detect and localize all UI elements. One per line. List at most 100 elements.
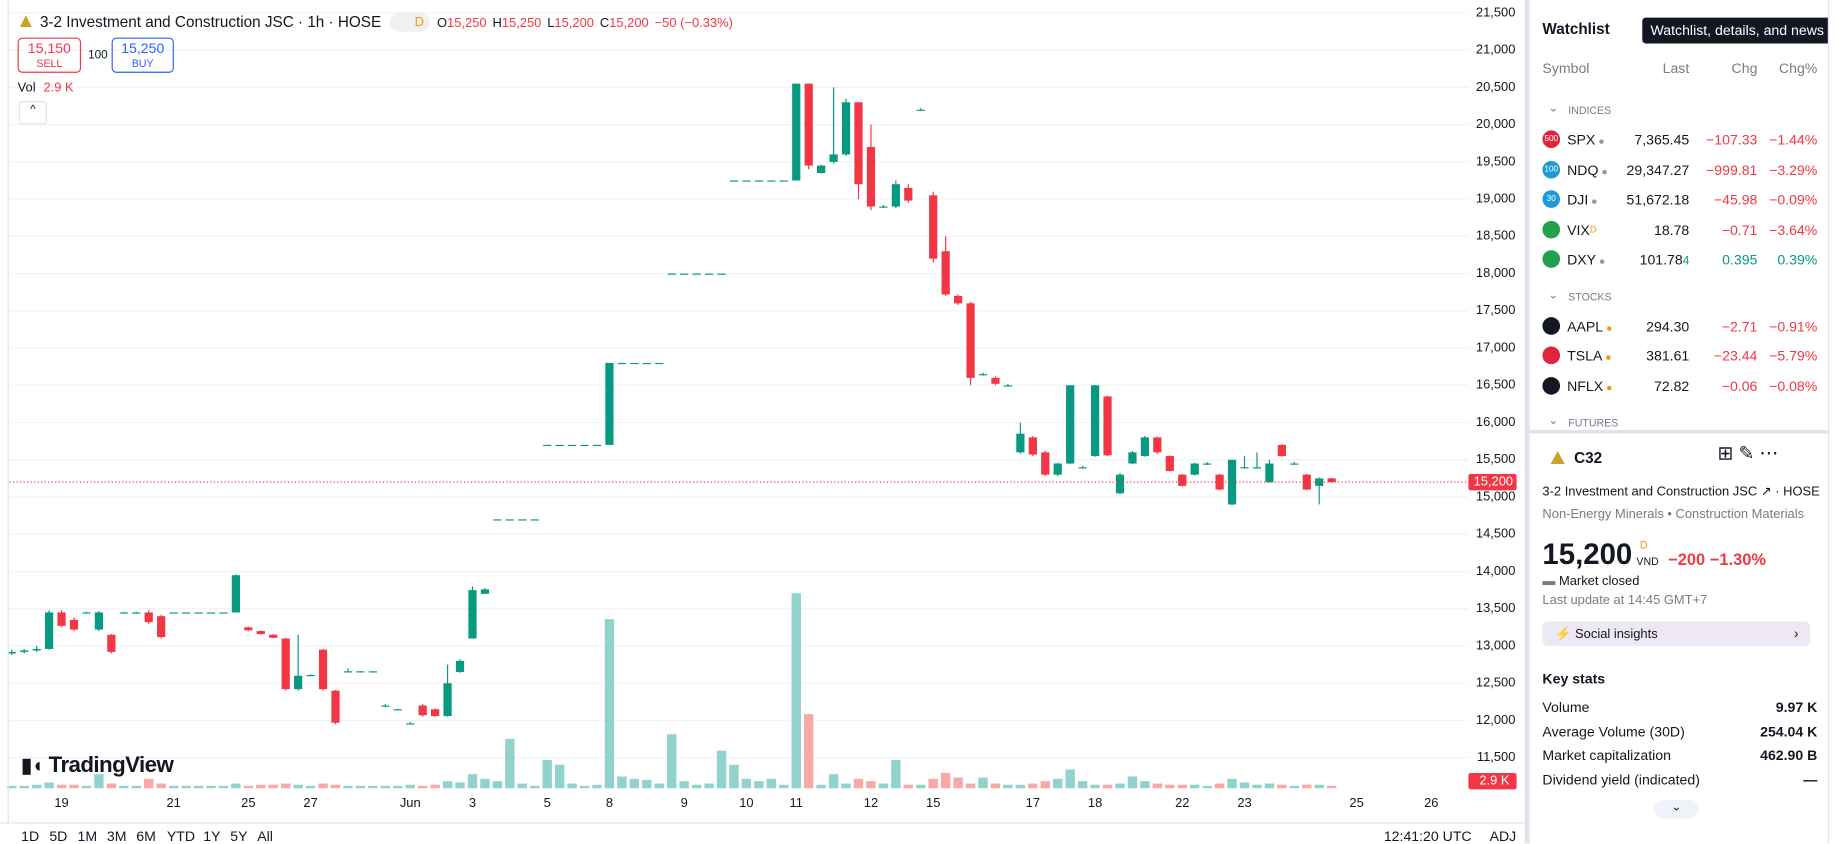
row-last: 29,347.27	[1627, 162, 1690, 178]
watchlist-title[interactable]: Watchlist	[1542, 19, 1610, 38]
candle-body	[1190, 463, 1199, 475]
detail-tools[interactable]: ⊞ ✎ ⋯	[1717, 444, 1779, 465]
candle-body	[1327, 478, 1336, 483]
volume-bar	[990, 783, 1001, 789]
volume-bar	[642, 779, 652, 789]
symbol: NDQ	[1567, 161, 1599, 178]
candle-body	[269, 634, 278, 638]
social-pill[interactable]	[1542, 621, 1811, 647]
volume-bar	[1140, 781, 1150, 789]
candle-body	[879, 206, 888, 208]
volume-bar	[704, 783, 714, 789]
candle-body	[1153, 437, 1162, 453]
symbol: SPX	[1567, 131, 1596, 149]
range-button[interactable]: 3M	[106, 828, 127, 844]
candle-body	[144, 612, 153, 623]
collapse-button[interactable]: ^	[18, 101, 47, 125]
row-last: 7,365.45	[1634, 132, 1689, 148]
candle-body	[854, 102, 863, 185]
candle-body	[32, 648, 41, 651]
range-button[interactable]: 6M	[136, 828, 156, 844]
section-title: STOCKS	[1568, 290, 1612, 303]
volume-bar	[940, 772, 951, 789]
ohlc-key: L	[547, 16, 555, 31]
candle-body	[617, 362, 627, 365]
social-arrow: ›	[1793, 624, 1799, 642]
candle-body	[381, 705, 390, 707]
row-badge: 30	[1546, 195, 1556, 204]
y-tick-label: 12,500	[1476, 675, 1515, 690]
candle-body	[1053, 463, 1062, 475]
range-button[interactable]: 1M	[77, 828, 98, 844]
candle-body	[630, 362, 639, 365]
range-button[interactable]: 5Y	[230, 828, 248, 844]
candle-body	[991, 377, 1000, 384]
candle-body	[194, 612, 203, 614]
candle-body	[555, 444, 564, 447]
volume-bar	[953, 777, 963, 789]
candle-body	[505, 519, 514, 521]
volume-legend: Vol	[17, 81, 36, 96]
buy-button[interactable]	[111, 37, 174, 73]
volume-bar	[355, 785, 366, 789]
candle-body	[132, 612, 141, 614]
volume-bar	[44, 782, 54, 789]
row-icon	[1542, 130, 1561, 149]
volume-bar	[567, 783, 577, 789]
row-change: −107.33	[1706, 131, 1758, 149]
sell-button[interactable]	[17, 37, 82, 73]
range-button[interactable]: All	[257, 828, 273, 844]
y-tick-label: 20,000	[1476, 116, 1515, 131]
candle-body	[1078, 467, 1087, 469]
candle-body	[393, 709, 402, 711]
candle-body	[455, 660, 465, 673]
row-symbol: SPX ●	[1567, 132, 1605, 150]
status-dot: ●	[1598, 165, 1608, 177]
candle-body	[1252, 467, 1262, 469]
volume-bar	[679, 781, 689, 789]
y-tick-label: 19,000	[1476, 190, 1515, 205]
volume-bar	[803, 714, 814, 789]
range-button[interactable]: 5D	[49, 828, 68, 844]
candle-body	[729, 180, 739, 182]
last: 101.78	[1639, 251, 1683, 268]
last: 294.30	[1646, 317, 1690, 335]
volume-bar	[81, 785, 92, 789]
volume-bar	[542, 760, 552, 789]
range-button[interactable]: 1D	[21, 828, 40, 844]
y-tick-label: 13,500	[1476, 600, 1515, 615]
volume-bar	[654, 783, 664, 789]
candle-body	[530, 519, 539, 521]
range-button[interactable]: 1Y	[203, 828, 221, 844]
stat-value: —	[1803, 771, 1818, 788]
candle-body	[779, 180, 788, 182]
candle-body	[318, 649, 328, 690]
candle-body	[1165, 456, 1174, 471]
volume-bar	[380, 785, 391, 789]
y-tick-label: 16,000	[1476, 414, 1515, 429]
row-badge: 500	[1544, 135, 1559, 144]
candle-body	[792, 83, 801, 181]
volume-bar	[1190, 784, 1200, 789]
candle-body	[256, 631, 265, 635]
last: 7,365.45	[1634, 131, 1690, 149]
candle-body	[580, 444, 589, 447]
status-dot: ●	[1596, 254, 1606, 267]
volume-bar	[1065, 769, 1075, 789]
candle-body	[1315, 478, 1324, 486]
range-button[interactable]: YTD	[166, 828, 196, 844]
candle-body	[331, 690, 340, 723]
x-tick-label: 26	[1424, 795, 1438, 810]
volume-bar	[617, 776, 627, 789]
x-tick-label: 10	[739, 795, 753, 810]
candle-body	[1115, 474, 1125, 494]
adjust[interactable]: ADJ	[1489, 828, 1517, 844]
volume-bar	[903, 784, 914, 789]
stat-label: Volume	[1542, 698, 1590, 716]
expand-button[interactable]: ⌄	[1654, 799, 1699, 819]
volume-bar	[1053, 778, 1063, 789]
status-dot: ●	[1603, 321, 1613, 334]
x-tick-label: 17	[1026, 795, 1040, 810]
candle-body	[468, 590, 477, 639]
volume-bar	[816, 784, 826, 789]
